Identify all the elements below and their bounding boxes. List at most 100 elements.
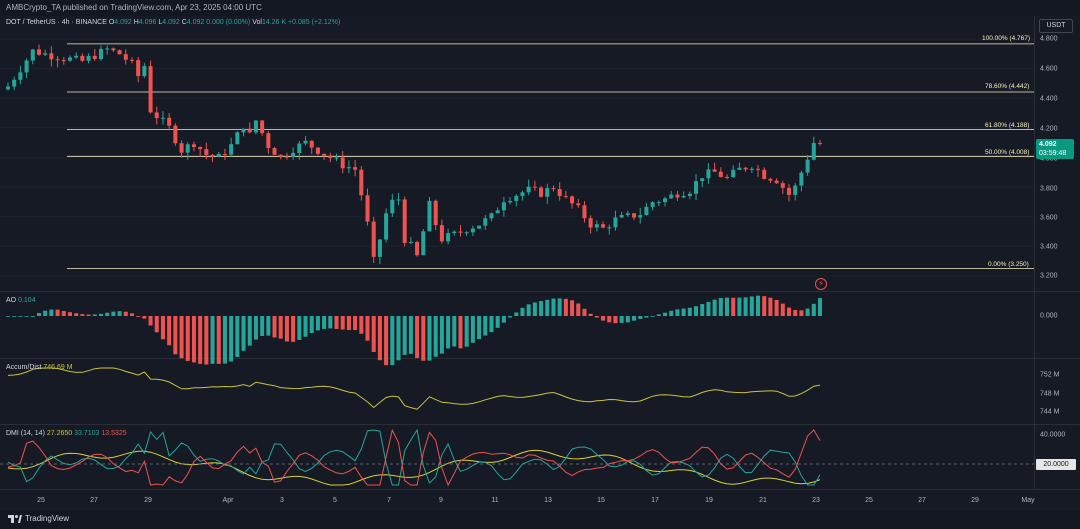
- candle-body: [229, 144, 234, 155]
- ao-bar: [123, 311, 128, 316]
- ao-bar: [526, 304, 531, 316]
- pane-separator[interactable]: [0, 424, 1080, 425]
- candle-body: [786, 187, 792, 195]
- candle-body: [334, 157, 339, 159]
- ao-bar: [563, 298, 568, 316]
- ao-bar: [384, 316, 389, 366]
- ao-bar: [433, 316, 438, 357]
- candle-body: [136, 60, 141, 77]
- ao-bar: [675, 309, 680, 316]
- candle-body: [458, 231, 463, 233]
- high-label: H: [133, 19, 139, 26]
- price-tick: 4.600: [1040, 65, 1058, 73]
- fib-label-786: 78.60% (4.442): [985, 83, 1030, 90]
- candle-body: [725, 176, 730, 178]
- lightning-icon[interactable]: ⚡: [815, 278, 827, 290]
- date-tick: 29: [971, 497, 979, 504]
- candle-body: [67, 57, 72, 61]
- ao-bar: [160, 316, 165, 340]
- ao-bar: [421, 316, 426, 361]
- date-tick: 7: [387, 497, 391, 504]
- candle-body: [111, 48, 116, 51]
- ao-bar: [464, 316, 469, 347]
- candle-body: [563, 196, 568, 198]
- candle-body: [185, 144, 190, 153]
- ao-bar: [328, 316, 333, 329]
- volume-label: Vol: [252, 19, 262, 26]
- date-tick: 17: [651, 497, 659, 504]
- candle-body: [210, 154, 215, 157]
- candle-body: [86, 55, 91, 61]
- candle-body: [805, 159, 810, 173]
- candle-body: [687, 193, 692, 196]
- candle-body: [18, 72, 23, 80]
- candle-body: [154, 112, 159, 119]
- dmi-plus-value: 33.7103: [74, 430, 100, 437]
- candle-body: [49, 53, 54, 60]
- ao-bar: [793, 310, 798, 316]
- candle-body: [24, 60, 29, 73]
- price-axis[interactable]: [1034, 16, 1080, 489]
- ao-bar: [67, 312, 72, 316]
- candle-body: [712, 169, 717, 172]
- ao-bar: [80, 314, 85, 316]
- volume-change: +0.085 (+2.12%): [288, 19, 341, 26]
- ao-bar: [669, 310, 674, 316]
- ao-bar: [663, 312, 668, 316]
- bar-countdown: 03:59:48: [1039, 150, 1067, 157]
- ao-bar: [619, 316, 624, 323]
- ao-bar: [427, 316, 432, 361]
- ao-bar: [731, 297, 736, 316]
- date-tick: 11: [491, 497, 499, 504]
- candle-body: [439, 225, 444, 242]
- price-tick: 3.800: [1040, 185, 1058, 193]
- candle-body: [377, 239, 382, 257]
- accdist-tick: 744 M: [1040, 408, 1060, 416]
- candle-body: [123, 54, 128, 60]
- candle-body: [594, 224, 599, 228]
- candle-body: [551, 188, 556, 190]
- candle-body: [539, 187, 544, 197]
- ao-bar: [340, 316, 345, 330]
- date-tick: 13: [544, 497, 552, 504]
- currency-button[interactable]: USDT: [1039, 19, 1073, 33]
- chart-area[interactable]: [0, 16, 1034, 489]
- ao-bar: [278, 316, 283, 339]
- candle-body: [36, 49, 42, 55]
- close-value: 4.092: [186, 19, 205, 26]
- date-tick: 25: [37, 497, 45, 504]
- ao-bar: [570, 300, 575, 316]
- candle-body: [179, 143, 184, 153]
- ao-bar: [650, 315, 655, 317]
- ao-bar: [396, 316, 401, 361]
- ao-bar: [315, 316, 320, 331]
- candle-body: [241, 128, 246, 133]
- pane-separator[interactable]: [0, 291, 1080, 292]
- date-axis[interactable]: [0, 489, 1080, 511]
- dmi-legend: DMI (14, 14) 27.2650 33.7103 13.5325: [6, 430, 127, 437]
- pane-separator[interactable]: [0, 358, 1080, 359]
- candle-body: [309, 140, 314, 148]
- price-tick: 4.200: [1040, 125, 1058, 133]
- ao-bar: [297, 316, 302, 340]
- ao-bar: [446, 316, 451, 349]
- ao-bar: [111, 311, 116, 316]
- candle-body: [30, 49, 35, 61]
- candle-body: [396, 199, 401, 201]
- current-price: 4.092: [1039, 141, 1057, 148]
- candle-body: [520, 192, 525, 196]
- ao-bar: [551, 298, 556, 316]
- ao-bar: [780, 303, 785, 316]
- tradingview-logo[interactable]: TradingView: [8, 514, 69, 523]
- ao-bar: [495, 316, 500, 328]
- tradingview-logo-icon: [8, 514, 22, 523]
- candle-body: [644, 206, 649, 216]
- low-label: L: [158, 19, 163, 26]
- candle-body: [477, 225, 482, 229]
- ao-bar: [353, 316, 358, 331]
- candle-body: [495, 210, 500, 214]
- ao-bar: [743, 297, 748, 316]
- accdist-title: Accum/Dist: [6, 364, 42, 371]
- ao-bar: [92, 314, 97, 316]
